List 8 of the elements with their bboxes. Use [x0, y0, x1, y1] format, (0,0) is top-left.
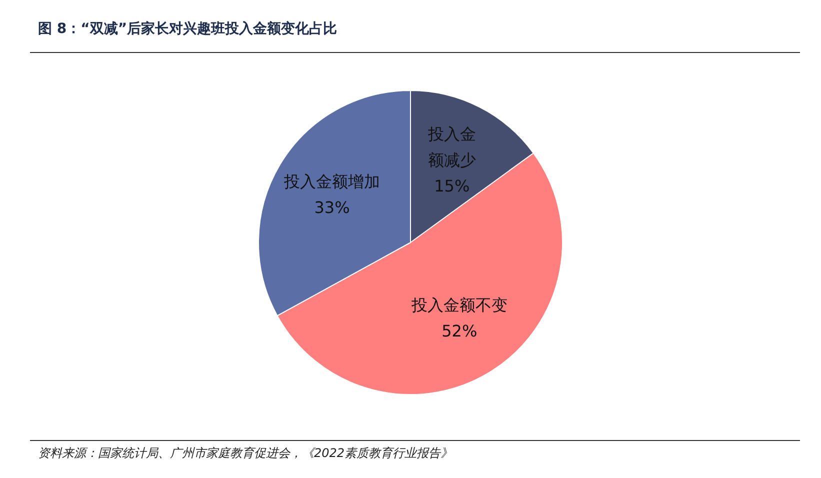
slice-label: 投入金额增加 [283, 172, 380, 192]
chart-title: 图 8：“双减”后家长对兴趣班投入金额变化占比 [38, 20, 338, 38]
text: 资料来源：国家统计局、广州市家庭教育促进会，《2022素质教育行业报告》 [38, 445, 453, 462]
data-label: 52% [442, 322, 478, 341]
data-label: 33% [314, 198, 350, 218]
slice-label: 投入金额不变 [410, 296, 508, 315]
slice-label: 投入金额减少 [426, 124, 476, 170]
data-label: 15% [434, 176, 470, 196]
